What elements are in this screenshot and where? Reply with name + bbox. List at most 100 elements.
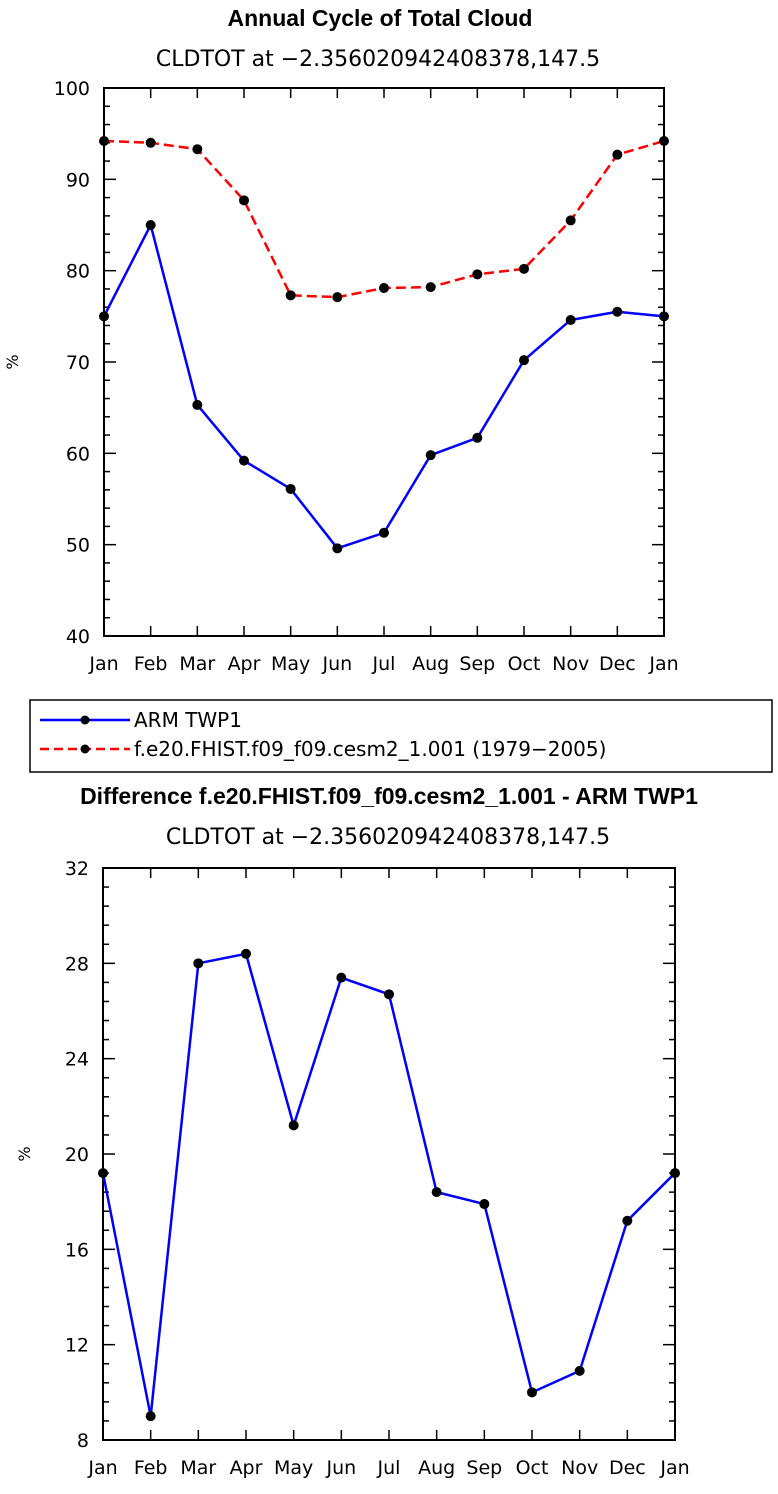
chart-2: Difference f.e20.FHIST.f09_f09.cesm2_1.0… bbox=[15, 783, 698, 1479]
chart-2-ylabel: % bbox=[15, 1146, 34, 1161]
data-point bbox=[472, 269, 483, 280]
chart-2-subtitle: CLDTOT at −2.356020942408378,147.5 bbox=[166, 825, 610, 850]
x-tick-label: Dec bbox=[609, 1457, 646, 1479]
legend-box bbox=[29, 699, 773, 773]
y-tick-label: 32 bbox=[65, 858, 89, 880]
data-point bbox=[527, 1387, 537, 1398]
series-line-0 bbox=[101, 952, 676, 1418]
data-point bbox=[472, 432, 483, 443]
data-point bbox=[145, 1411, 156, 1422]
data-point bbox=[192, 144, 203, 155]
x-tick-label: Jan bbox=[659, 1457, 689, 1479]
data-point bbox=[612, 149, 623, 160]
x-tick-label: Aug bbox=[418, 1457, 455, 1479]
data-point bbox=[239, 195, 249, 206]
legend-label-model: f.e20.FHIST.f09_f09.cesm2_1.001 (1979−20… bbox=[134, 737, 606, 761]
chart-1-subtitle: CLDTOT at −2.356020942408378,147.5 bbox=[156, 47, 600, 72]
data-point bbox=[659, 135, 669, 146]
chart-2-title: Difference f.e20.FHIST.f09_f09.cesm2_1.0… bbox=[80, 783, 698, 809]
x-tick-label: Sep bbox=[459, 653, 495, 675]
chart-1-title: Annual Cycle of Total Cloud bbox=[228, 5, 533, 31]
y-tick-label: 20 bbox=[65, 1144, 89, 1166]
y-tick-label: 90 bbox=[66, 169, 90, 191]
chart-1-series bbox=[99, 135, 669, 554]
series-line-1 bbox=[103, 139, 665, 299]
data-point bbox=[285, 483, 296, 494]
data-point bbox=[193, 958, 204, 969]
data-point bbox=[379, 527, 389, 538]
x-tick-label: Dec bbox=[599, 653, 636, 675]
data-point bbox=[145, 220, 156, 230]
data-point bbox=[565, 215, 576, 226]
chart-1: Annual Cycle of Total Cloud CLDTOT at −2… bbox=[3, 5, 773, 773]
x-tick-label: Jul bbox=[372, 653, 396, 675]
x-tick-label: Apr bbox=[228, 653, 261, 675]
y-tick-label: 40 bbox=[66, 626, 90, 648]
data-point bbox=[659, 311, 669, 322]
data-point bbox=[384, 989, 394, 1000]
y-tick-label: 80 bbox=[66, 261, 90, 283]
x-tick-label: Jun bbox=[321, 653, 352, 675]
chart-2-plot-frame bbox=[102, 867, 676, 1441]
x-tick-label: Jun bbox=[325, 1457, 356, 1479]
chart-1-ticks bbox=[103, 87, 665, 637]
chart-2-y-tick-labels: 8 12 16 20 24 28 32 bbox=[65, 858, 89, 1452]
y-tick-label: 100 bbox=[54, 78, 90, 100]
data-point bbox=[285, 290, 296, 301]
chart-2-ticks bbox=[102, 867, 676, 1441]
chart-1-y-tick-labels: 40 50 60 70 80 90 100 bbox=[54, 78, 90, 648]
data-point bbox=[425, 450, 436, 461]
x-tick-label: Oct bbox=[508, 653, 541, 675]
data-point bbox=[519, 263, 529, 274]
legend-marker-model bbox=[80, 744, 90, 754]
data-point bbox=[241, 948, 251, 959]
y-tick-label: 24 bbox=[65, 1049, 89, 1071]
x-tick-label: Mar bbox=[179, 653, 215, 675]
x-tick-label: Nov bbox=[552, 653, 589, 675]
data-point bbox=[288, 1120, 299, 1131]
data-point bbox=[98, 1168, 108, 1179]
x-tick-label: Jan bbox=[87, 1457, 117, 1479]
legend-label-arm: ARM TWP1 bbox=[134, 708, 242, 732]
data-point bbox=[145, 137, 156, 148]
x-tick-label: May bbox=[271, 653, 310, 675]
data-point bbox=[332, 543, 343, 554]
x-tick-label: Feb bbox=[134, 1457, 168, 1479]
data-point bbox=[565, 314, 576, 325]
y-tick-label: 50 bbox=[66, 535, 90, 557]
y-tick-label: 70 bbox=[66, 352, 90, 374]
chart-2-x-tick-labels: Jan Feb Mar Apr May Jun Jul Aug Sep Oct Nov Dec Jan bbox=[87, 1457, 689, 1479]
y-tick-label: 28 bbox=[65, 953, 89, 975]
data-point bbox=[239, 455, 249, 466]
x-tick-label: Feb bbox=[134, 653, 168, 675]
x-tick-label: Oct bbox=[516, 1457, 549, 1479]
data-point bbox=[670, 1168, 680, 1179]
data-point bbox=[612, 306, 623, 317]
chart-1-legend: ARM TWP1 f.e20.FHIST.f09_f09.cesm2_1.001… bbox=[29, 699, 773, 773]
x-tick-label: Sep bbox=[466, 1457, 502, 1479]
data-point bbox=[479, 1199, 490, 1210]
data-point bbox=[336, 972, 347, 983]
chart-1-ylabel: % bbox=[3, 354, 22, 369]
x-tick-label: Jan bbox=[88, 653, 118, 675]
data-point bbox=[99, 135, 109, 146]
y-tick-label: 12 bbox=[65, 1335, 89, 1357]
chart-1-plot-frame bbox=[103, 87, 665, 637]
x-tick-label: Jan bbox=[648, 653, 678, 675]
y-tick-label: 8 bbox=[77, 1430, 89, 1452]
y-tick-label: 16 bbox=[65, 1239, 89, 1261]
data-point bbox=[332, 292, 343, 303]
y-tick-label: 60 bbox=[66, 443, 90, 465]
data-point bbox=[99, 311, 109, 322]
data-point bbox=[425, 282, 436, 293]
data-point bbox=[379, 283, 389, 294]
series-line-0 bbox=[102, 223, 665, 550]
data-point bbox=[519, 355, 529, 366]
data-point bbox=[622, 1215, 633, 1226]
x-tick-label: Mar bbox=[180, 1457, 216, 1479]
legend-marker-arm bbox=[80, 715, 90, 725]
x-tick-label: Apr bbox=[230, 1457, 263, 1479]
data-point bbox=[192, 399, 203, 410]
x-tick-label: Nov bbox=[561, 1457, 598, 1479]
